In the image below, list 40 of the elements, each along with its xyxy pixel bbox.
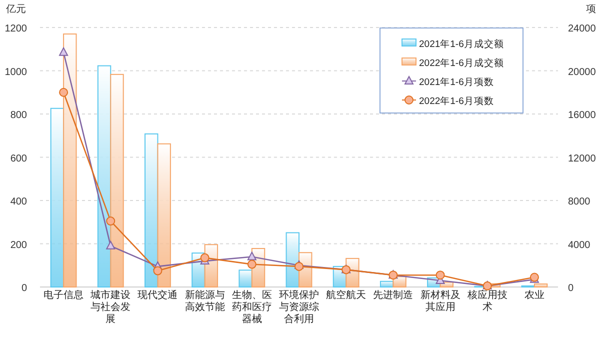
bar — [238, 270, 252, 288]
point — [59, 47, 68, 56]
y2-tick-label: 4000 — [568, 240, 591, 251]
x-tick-label: 电子信息 — [42, 290, 85, 302]
y-tick-label: 600 — [10, 153, 28, 164]
y-tick-label: 800 — [10, 110, 28, 121]
bar — [63, 33, 77, 288]
y-tick-label: 1200 — [4, 24, 28, 34]
legend-label: 2022年1-6月成交额 — [419, 57, 504, 69]
point — [247, 260, 256, 269]
y-tick-label: 1000 — [4, 66, 28, 78]
point — [106, 240, 116, 250]
point — [247, 252, 256, 260]
legend-label: 2021年1-6月成交额 — [419, 38, 504, 50]
y2-tick-label: 20000 — [568, 66, 596, 78]
y-tick-label: 400 — [10, 196, 28, 208]
bar — [534, 283, 548, 288]
point — [106, 216, 116, 226]
legend-label: 2022年1-6月项数 — [419, 95, 494, 107]
point — [200, 253, 210, 262]
bar — [157, 143, 171, 288]
bar — [380, 280, 394, 288]
x-tick-label: 农业 — [523, 290, 546, 302]
point — [436, 270, 445, 280]
bar — [50, 108, 64, 288]
y2-tick-label: 8000 — [568, 196, 591, 208]
y2-tick-label: 16000 — [568, 110, 596, 121]
y-tick-label: 200 — [10, 240, 28, 251]
y2-tick-label: 24000 — [568, 24, 596, 34]
point — [59, 88, 68, 97]
legend-label: 2021年1-6月项数 — [419, 76, 494, 88]
x-tick-label: 先进制造 — [372, 290, 414, 302]
bar — [110, 74, 124, 288]
y-axis-title: 亿元 — [5, 4, 26, 15]
point — [153, 266, 162, 276]
y2-tick-label: 12000 — [568, 153, 596, 164]
x-tick-label: 生物、医药和医疗器械 — [230, 290, 273, 326]
y2-axis-title: 项 — [586, 4, 596, 15]
y-tick-label: 0 — [21, 283, 28, 294]
y2-tick-label: 0 — [568, 283, 574, 294]
